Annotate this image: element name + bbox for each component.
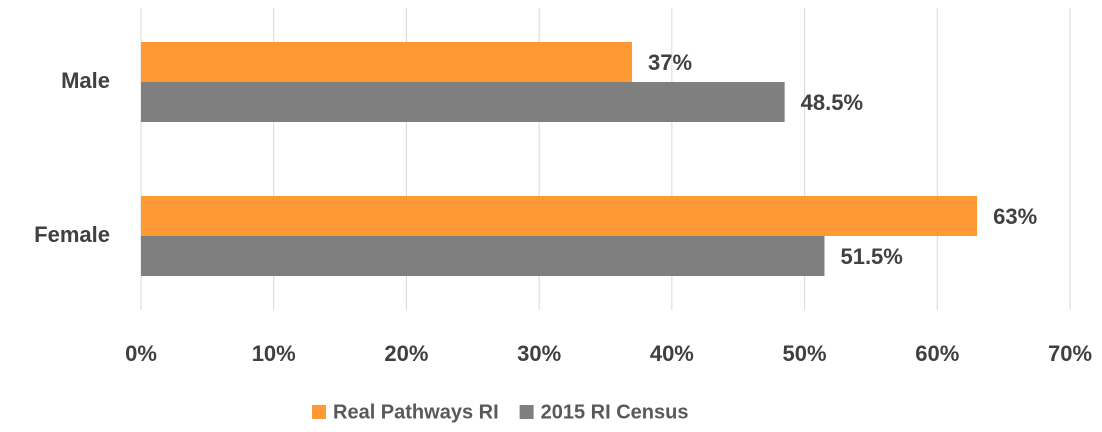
x-tick-label: 40% (650, 341, 694, 366)
legend-swatch (519, 405, 534, 419)
y-tick-label: Female (34, 222, 110, 247)
x-tick-label: 10% (252, 341, 296, 366)
legend-label: Real Pathways RI (333, 401, 499, 423)
legend-swatch (312, 405, 326, 419)
y-tick-label: Male (61, 68, 110, 93)
x-tick-label: 20% (384, 341, 428, 366)
data-label: 48.5% (801, 90, 863, 115)
x-tick-label: 70% (1048, 341, 1092, 366)
bar (141, 42, 633, 82)
bar (141, 82, 785, 122)
data-label: 51.5% (840, 244, 902, 269)
x-tick-label: 0% (125, 341, 157, 366)
bar (141, 236, 825, 276)
x-tick-label: 50% (783, 341, 827, 366)
x-tick-label: 30% (517, 341, 561, 366)
data-label: 37% (648, 50, 692, 75)
legend-label: 2015 RI Census (541, 401, 689, 423)
x-tick-label: 60% (915, 341, 959, 366)
bar (141, 196, 978, 236)
data-label: 63% (993, 204, 1037, 229)
